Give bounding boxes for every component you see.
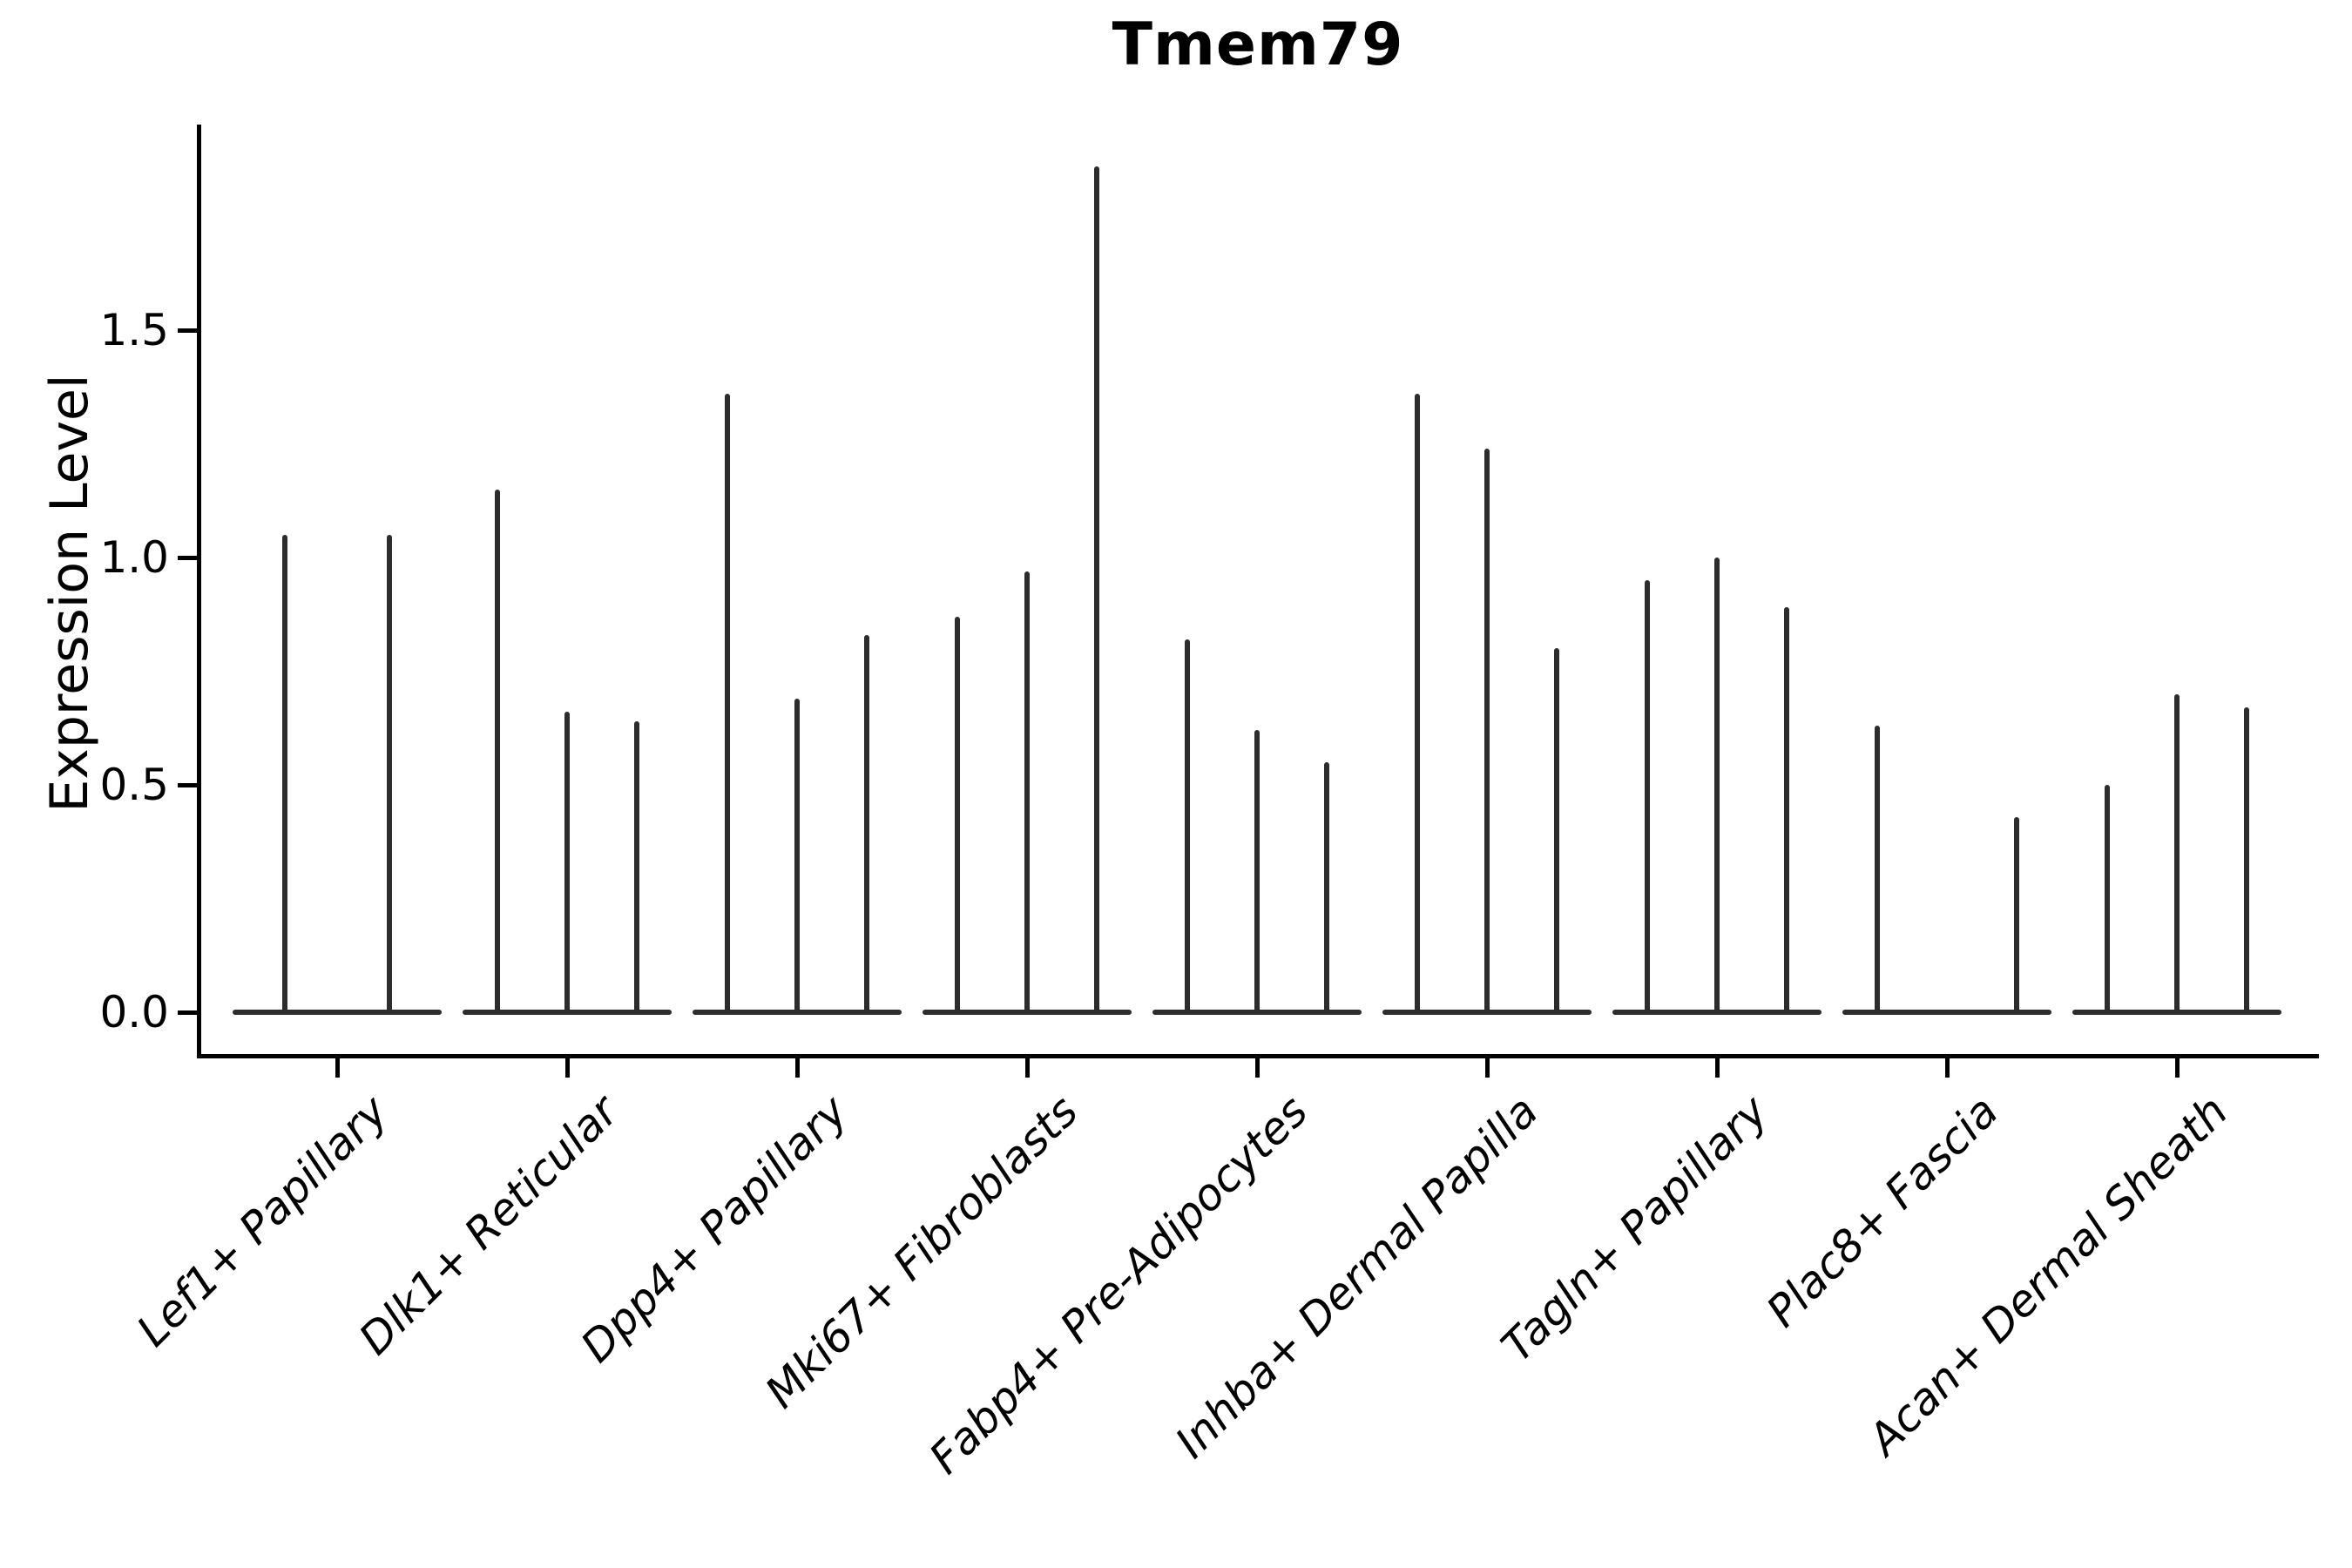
violin-spike bbox=[1024, 571, 1030, 1012]
x-tick-label: Plac8+ Fascia bbox=[1756, 1085, 2008, 1337]
violin-base bbox=[923, 1010, 1132, 1015]
violin-spike bbox=[2014, 816, 2019, 1012]
violin-base bbox=[233, 1010, 442, 1015]
x-tick-mark bbox=[1485, 1058, 1490, 1078]
violin-spike bbox=[1784, 607, 1789, 1012]
violin-base bbox=[1612, 1010, 1821, 1015]
violin-base bbox=[693, 1010, 902, 1015]
x-tick-mark bbox=[335, 1058, 340, 1078]
violin-spike bbox=[1875, 726, 1880, 1012]
x-tick-label: Fabp4+ Pre-Adipocytes bbox=[920, 1085, 1318, 1484]
y-tick-mark bbox=[178, 783, 197, 787]
violin-spike bbox=[387, 534, 392, 1012]
violin-spike bbox=[282, 534, 287, 1012]
x-tick-mark bbox=[1945, 1058, 1950, 1078]
violin-base bbox=[1842, 1010, 2051, 1015]
y-tick-mark bbox=[178, 1010, 197, 1015]
y-tick-label: 0.5 bbox=[99, 760, 169, 810]
x-tick-mark bbox=[2175, 1058, 2180, 1078]
x-tick-mark bbox=[795, 1058, 800, 1078]
x-tick-mark bbox=[565, 1058, 570, 1078]
violin-spike bbox=[1645, 580, 1650, 1012]
violin-spike bbox=[794, 698, 800, 1012]
chart-title: Tmem79 bbox=[1112, 10, 1404, 79]
x-axis-spine bbox=[197, 1054, 2319, 1058]
violin-spike bbox=[864, 634, 869, 1012]
violin-base bbox=[463, 1010, 672, 1015]
y-tick-mark bbox=[178, 556, 197, 560]
x-tick-mark bbox=[1025, 1058, 1030, 1078]
violin-spike bbox=[634, 720, 639, 1012]
violin-spike bbox=[1484, 448, 1490, 1012]
y-axis-spine bbox=[197, 125, 201, 1058]
x-tick-label: Lef1+ Papillary bbox=[127, 1085, 398, 1356]
violin-spike bbox=[1554, 648, 1559, 1012]
violin-base bbox=[1382, 1010, 1592, 1015]
violin-spike bbox=[1415, 394, 1420, 1012]
violin-spike bbox=[725, 394, 730, 1012]
y-tick-mark bbox=[178, 328, 197, 333]
violin-spike bbox=[2105, 785, 2110, 1012]
violin-base bbox=[1152, 1010, 1362, 1015]
violin-spike bbox=[1185, 639, 1190, 1012]
violin-spike bbox=[955, 616, 960, 1012]
y-tick-label: 0.0 bbox=[99, 987, 169, 1037]
violin-base bbox=[2072, 1010, 2281, 1015]
violin-spike bbox=[2174, 693, 2180, 1012]
x-tick-mark bbox=[1255, 1058, 1260, 1078]
violin-spike bbox=[1254, 730, 1260, 1012]
violin-spike bbox=[1714, 558, 1720, 1012]
violin-spike bbox=[495, 489, 500, 1012]
violin-spike bbox=[1324, 761, 1329, 1012]
violin-spike bbox=[1094, 166, 1099, 1012]
y-tick-label: 1.0 bbox=[99, 532, 169, 583]
violin-spike bbox=[564, 712, 570, 1012]
x-tick-mark bbox=[1715, 1058, 1720, 1078]
y-tick-label: 1.5 bbox=[99, 305, 169, 355]
violin-spike bbox=[2244, 707, 2249, 1012]
